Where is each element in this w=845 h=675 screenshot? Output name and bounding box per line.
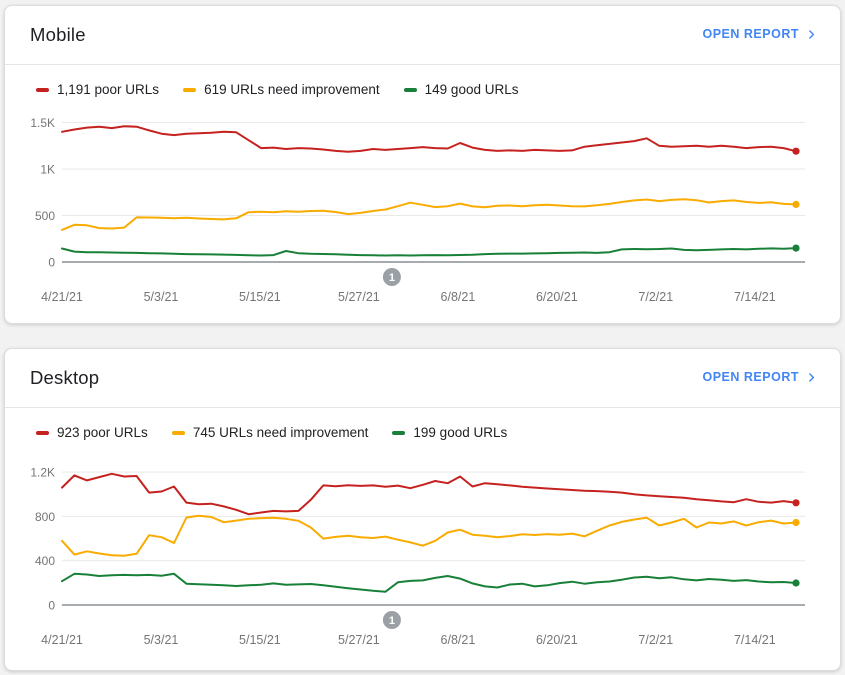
legend-item-good[interactable]: 199 good URLs	[392, 425, 507, 440]
series-line-good-urls[interactable]	[61, 247, 797, 257]
good-series-swatch	[392, 430, 406, 435]
legend-item-needs-improvement[interactable]: 745 URLs need improvement	[171, 425, 369, 440]
desktop-cwv-chart[interactable]: 0 400 800 1.2K 4/21/21 5/3/21 5/15/21 5/27/21 6/…	[5, 453, 842, 672]
x-tick-label: 4/21/21	[41, 633, 83, 647]
x-tick-label: 5/27/21	[338, 633, 380, 647]
series-end-dot[interactable]	[792, 200, 800, 208]
mobile-card-title: Mobile	[30, 24, 86, 45]
x-tick-label: 4/21/21	[41, 290, 83, 304]
y-tick-label: 500	[35, 209, 55, 223]
series-end-dot[interactable]	[792, 518, 800, 527]
annotation-marker[interactable]	[382, 268, 401, 286]
desktop-card: Desktop OPEN REPORT 923 poor URLs 745 UR…	[4, 348, 841, 671]
chevron-right-icon	[805, 371, 818, 384]
open-report-label: OPEN REPORT	[702, 370, 799, 384]
y-tick-label: 1.2K	[30, 466, 55, 480]
y-tick-label: 0	[48, 599, 55, 613]
poor-series-swatch	[36, 430, 49, 435]
good-series-swatch	[403, 87, 417, 92]
legend-label: 199 good URLs	[413, 425, 508, 440]
x-tick-label: 6/8/21	[441, 633, 476, 647]
mobile-open-report-link[interactable]: OPEN REPORT	[703, 27, 819, 41]
series-line-poor-urls[interactable]	[61, 472, 797, 516]
needs-improvement-series-swatch	[183, 87, 197, 92]
series-line-poor-urls[interactable]	[61, 125, 797, 153]
x-tick-label: 7/14/21	[734, 633, 776, 647]
y-tick-label: 0	[48, 256, 55, 270]
series-line-urls-need-improvement[interactable]	[61, 514, 797, 557]
y-tick-label: 800	[35, 510, 55, 524]
legend-label: 923 poor URLs	[57, 425, 148, 440]
series-end-dot[interactable]	[792, 147, 800, 155]
y-tick-label: 400	[35, 554, 55, 568]
x-tick-label: 6/20/21	[536, 290, 578, 304]
desktop-card-header: Desktop OPEN REPORT	[5, 349, 840, 408]
series-line-urls-need-improvement[interactable]	[61, 198, 797, 231]
chevron-right-icon	[805, 28, 818, 41]
desktop-legend: 923 poor URLs 745 URLs need improvement …	[36, 425, 507, 440]
legend-item-good[interactable]: 149 good URLs	[403, 82, 519, 97]
annotation-marker-label: 1	[389, 272, 395, 284]
legend-item-poor[interactable]: 1,191 poor URLs	[36, 82, 159, 97]
mobile-card: Mobile OPEN REPORT 1,191 poor URLs 619 U…	[4, 5, 841, 324]
legend-label: 619 URLs need improvement	[204, 82, 380, 97]
series-end-dot[interactable]	[792, 244, 800, 252]
x-tick-label: 7/2/21	[638, 290, 673, 304]
annotation-marker-label: 1	[389, 615, 395, 627]
desktop-open-report-link[interactable]: OPEN REPORT	[703, 370, 819, 384]
x-tick-label: 6/20/21	[536, 633, 578, 647]
x-tick-label: 6/8/21	[441, 290, 476, 304]
x-tick-label: 5/15/21	[239, 633, 281, 647]
series-end-dot[interactable]	[792, 499, 800, 507]
x-tick-label: 7/2/21	[638, 633, 673, 647]
open-report-label: OPEN REPORT	[702, 27, 799, 41]
desktop-card-title: Desktop	[30, 367, 100, 388]
legend-item-poor[interactable]: 923 poor URLs	[36, 425, 148, 440]
x-tick-label: 5/3/21	[144, 633, 179, 647]
chart-canvas[interactable]: 0 400 800 1.2K 4/21/21 5/3/21 5/15/21 5/27/21 6/…	[5, 453, 842, 672]
x-tick-label: 5/3/21	[144, 290, 179, 304]
x-tick-label: 5/27/21	[338, 290, 380, 304]
series-line-good-urls[interactable]	[61, 572, 797, 593]
chart-canvas[interactable]: 0 500 1K 1.5K 4/21/21 5/3/21 5/15/21 5/27/21 6/8…	[5, 110, 842, 325]
x-tick-label: 5/15/21	[239, 290, 281, 304]
legend-label: 149 good URLs	[424, 82, 519, 97]
mobile-legend: 1,191 poor URLs 619 URLs need improvemen…	[36, 82, 518, 97]
annotation-marker[interactable]	[382, 611, 401, 629]
legend-label: 745 URLs need improvement	[192, 425, 369, 440]
y-tick-label: 1K	[40, 163, 55, 177]
series-end-dot[interactable]	[792, 579, 800, 587]
x-tick-label: 7/14/21	[734, 290, 776, 304]
poor-series-swatch	[36, 87, 49, 92]
legend-item-needs-improvement[interactable]: 619 URLs need improvement	[183, 82, 380, 97]
mobile-card-header: Mobile OPEN REPORT	[5, 6, 840, 65]
legend-label: 1,191 poor URLs	[57, 82, 160, 97]
needs-improvement-series-swatch	[171, 430, 185, 435]
mobile-cwv-chart[interactable]: 0 500 1K 1.5K 4/21/21 5/3/21 5/15/21 5/27/21 6/8…	[5, 110, 842, 325]
y-tick-label: 1.5K	[30, 116, 55, 130]
